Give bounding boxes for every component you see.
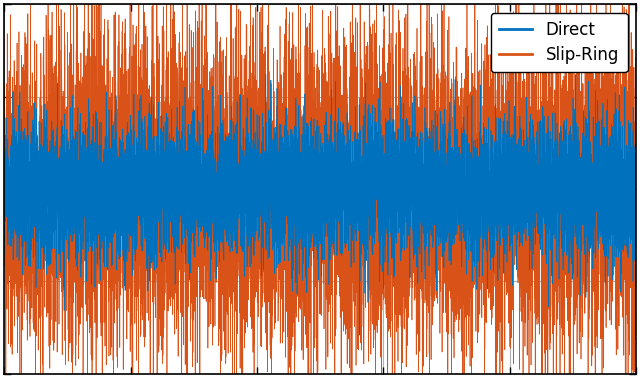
Direct bbox=[26, 196, 34, 201]
Direct bbox=[598, 221, 606, 226]
Slip-Ring bbox=[26, 210, 34, 214]
Direct bbox=[632, 193, 639, 197]
Direct bbox=[511, 53, 519, 57]
Line: Direct: Direct bbox=[4, 55, 636, 335]
Slip-Ring bbox=[598, 171, 606, 176]
Direct bbox=[309, 192, 317, 197]
Direct bbox=[3, 180, 11, 184]
Slip-Ring bbox=[38, 159, 46, 163]
Slip-Ring bbox=[309, 122, 317, 126]
Legend: Direct, Slip-Ring: Direct, Slip-Ring bbox=[491, 12, 627, 72]
Slip-Ring bbox=[1, 187, 8, 191]
Direct bbox=[38, 179, 46, 183]
Direct bbox=[124, 181, 132, 186]
Slip-Ring bbox=[124, 271, 132, 276]
Slip-Ring bbox=[3, 307, 11, 311]
Direct bbox=[356, 333, 364, 337]
Line: Slip-Ring: Slip-Ring bbox=[4, 0, 636, 378]
Direct bbox=[1, 177, 8, 181]
Slip-Ring bbox=[632, 325, 639, 329]
